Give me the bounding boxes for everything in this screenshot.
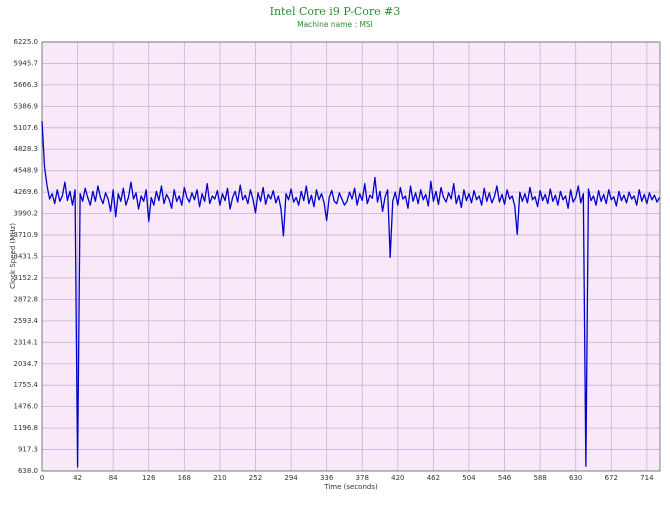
- x-tick-label: 588: [533, 474, 546, 482]
- y-tick-label: 917.3: [18, 446, 38, 454]
- y-tick-label: 638.0: [18, 467, 38, 475]
- y-tick-label: 5386.9: [14, 102, 39, 110]
- y-tick-label: 2314.1: [14, 338, 39, 346]
- y-tick-label: 3431.5: [14, 253, 39, 261]
- chart-title: Intel Core i9 P-Core #3: [270, 5, 401, 18]
- y-tick-label: 5666.3: [14, 81, 39, 89]
- x-tick-label: 252: [249, 474, 262, 482]
- x-tick-label: 42: [73, 474, 82, 482]
- y-tick-label: 3710.9: [14, 231, 39, 239]
- x-tick-label: 168: [178, 474, 191, 482]
- x-tick-label: 462: [427, 474, 440, 482]
- x-tick-label: 630: [569, 474, 582, 482]
- x-tick-label: 420: [391, 474, 404, 482]
- x-tick-label: 672: [605, 474, 618, 482]
- x-tick-label: 126: [142, 474, 156, 482]
- y-tick-label: 6225.0: [14, 38, 39, 46]
- x-axis-label: Time (seconds): [323, 483, 378, 491]
- y-tick-label: 2593.4: [14, 317, 39, 325]
- y-tick-label: 1755.4: [14, 381, 39, 389]
- x-tick-label: 336: [320, 474, 334, 482]
- y-tick-label: 1476.0: [14, 403, 39, 411]
- chart-subtitle: Machine name : MSI: [297, 20, 373, 29]
- y-axis-label: Clock Speed (MHz): [9, 223, 17, 289]
- x-tick-label: 504: [462, 474, 476, 482]
- y-tick-label: 5107.6: [14, 124, 39, 132]
- y-tick-label: 4828.3: [14, 145, 39, 153]
- y-tick-label: 2872.8: [14, 295, 39, 303]
- x-tick-label: 0: [40, 474, 44, 482]
- y-tick-label: 2034.7: [14, 360, 39, 368]
- x-tick-label: 210: [213, 474, 226, 482]
- y-tick-label: 4548.9: [14, 167, 39, 175]
- x-tick-label: 546: [498, 474, 512, 482]
- data-line: [41, 121, 661, 468]
- x-tick-label: 294: [284, 474, 298, 482]
- x-tick-label: 84: [109, 474, 118, 482]
- y-tick-label: 3152.2: [14, 274, 39, 282]
- y-tick-label: 1196.8: [14, 424, 39, 432]
- y-tick-label: 3990.2: [14, 210, 39, 218]
- plot-border: [41, 41, 661, 472]
- y-tick-label: 4269.6: [14, 188, 39, 196]
- x-tick-label: 378: [356, 474, 369, 482]
- x-tick-label: 714: [640, 474, 654, 482]
- y-tick-label: 5945.7: [14, 59, 39, 67]
